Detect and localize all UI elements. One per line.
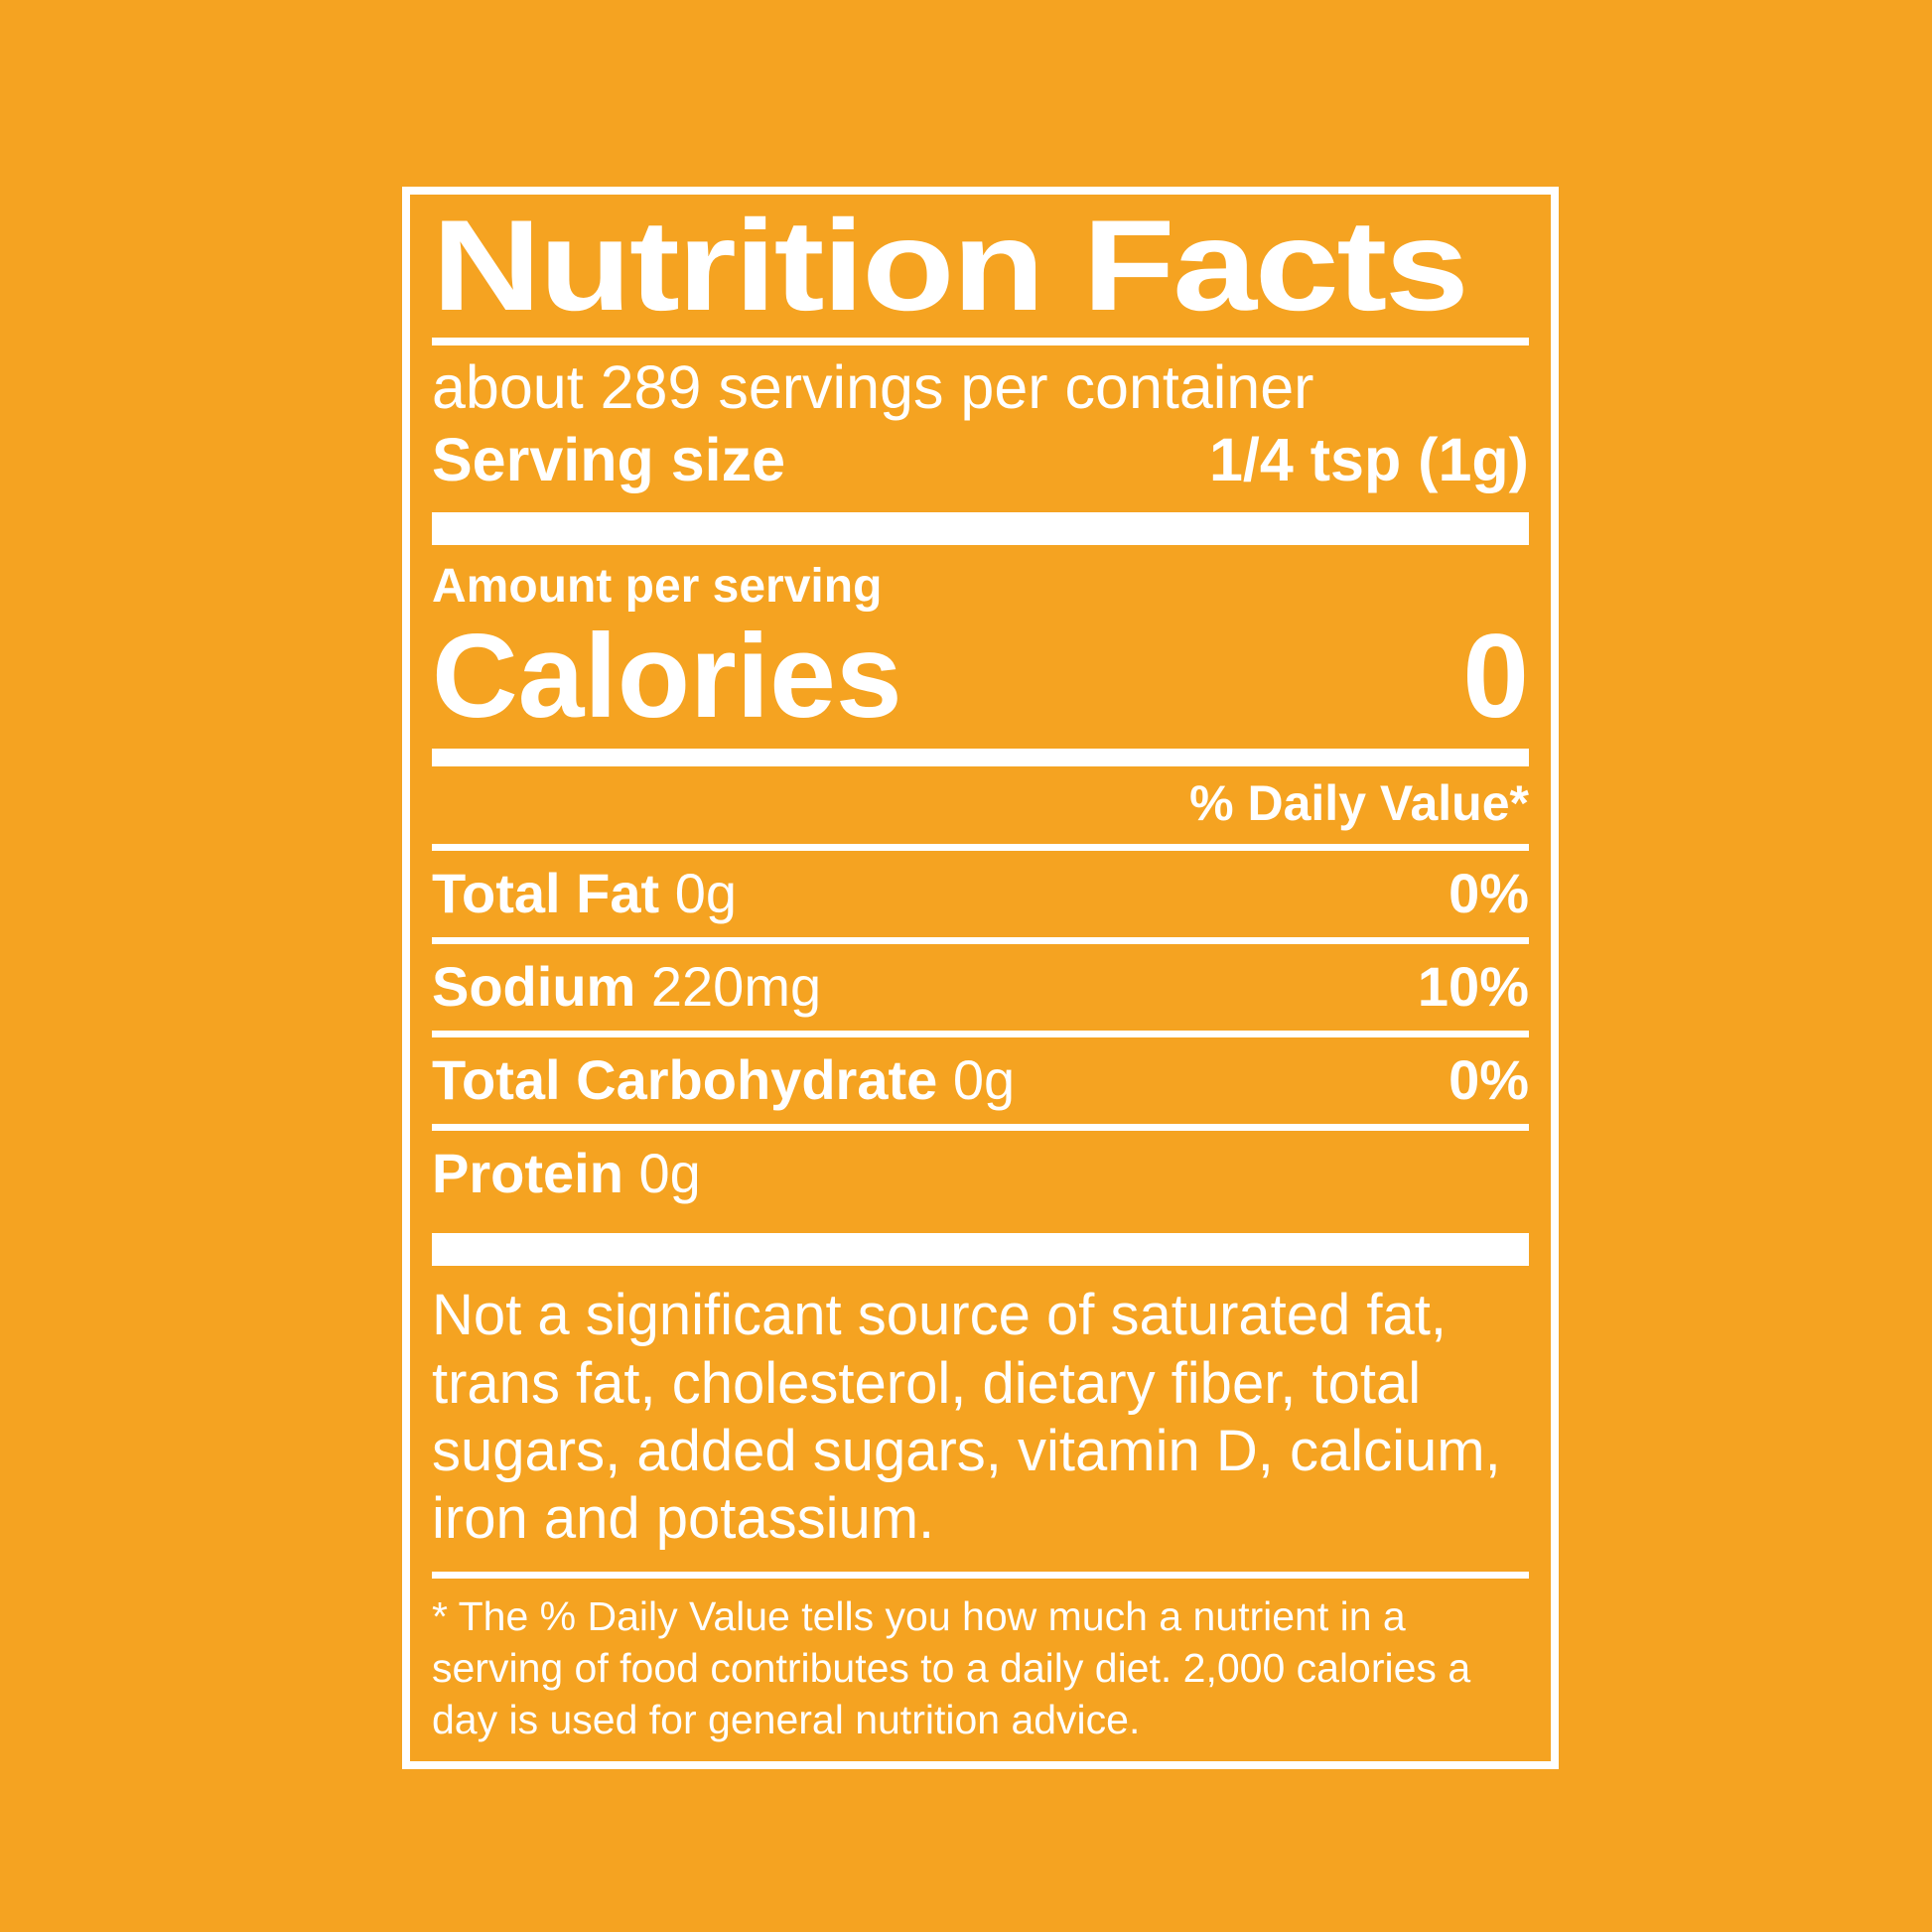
serving-size-row: Serving size 1/4 tsp (1g) — [432, 424, 1529, 496]
medium-separator-bar — [432, 749, 1529, 767]
nutrient-daily-value: 0% — [1449, 862, 1529, 925]
daily-value-footnote: * The % Daily Value tells you how much a… — [432, 1592, 1471, 1743]
calories-value: 0 — [1462, 610, 1529, 744]
row-divider — [432, 844, 1529, 852]
nutrient-row-total-carbohydrate: Total Carbohydrate 0g 0% — [432, 1037, 1529, 1124]
nutrient-name: Total Fat — [432, 862, 660, 925]
nutrient-name-amount: Protein 0g — [432, 1142, 701, 1205]
nutrient-row-sodium: Sodium 220mg 10% — [432, 944, 1529, 1031]
row-divider — [432, 1124, 1529, 1132]
nutrient-name: Total Carbohydrate — [432, 1048, 938, 1112]
calories-row: Calories 0 — [432, 614, 1529, 739]
label-title: Nutrition Facts — [432, 193, 1469, 338]
nutrient-daily-value: 10% — [1417, 955, 1529, 1019]
thick-separator-bar — [432, 512, 1529, 546]
not-significant-note: Not a significant source of saturated fa… — [432, 1283, 1501, 1552]
nutrient-name-amount: Total Fat 0g — [432, 862, 738, 925]
nutrient-row-protein: Protein 0g — [432, 1131, 1529, 1217]
nutrient-name: Protein — [432, 1142, 623, 1205]
serving-size-value: 1/4 tsp (1g) — [1208, 426, 1529, 494]
row-divider — [432, 1031, 1529, 1038]
amount-per-serving-label: Amount per serving — [432, 560, 883, 614]
calories-label: Calories — [432, 610, 902, 744]
nutrient-name-amount: Sodium 220mg — [432, 955, 822, 1019]
nutrient-row-total-fat: Total Fat 0g 0% — [432, 851, 1529, 937]
title-divider — [432, 338, 1529, 345]
row-divider — [432, 937, 1529, 945]
thick-separator-bar — [432, 1233, 1529, 1267]
daily-value-header: % Daily Value* — [1189, 775, 1529, 832]
servings-per-container: about 289 servings per container — [432, 353, 1314, 421]
nutrient-name: Sodium — [432, 955, 636, 1019]
serving-size-label: Serving size — [432, 426, 785, 494]
footnote-divider — [432, 1571, 1529, 1579]
nutrition-facts-label: Nutrition Facts about 289 servings per c… — [402, 187, 1559, 1770]
nutrient-daily-value: 0% — [1449, 1048, 1529, 1112]
nutrient-name-amount: Total Carbohydrate 0g — [432, 1048, 1016, 1112]
